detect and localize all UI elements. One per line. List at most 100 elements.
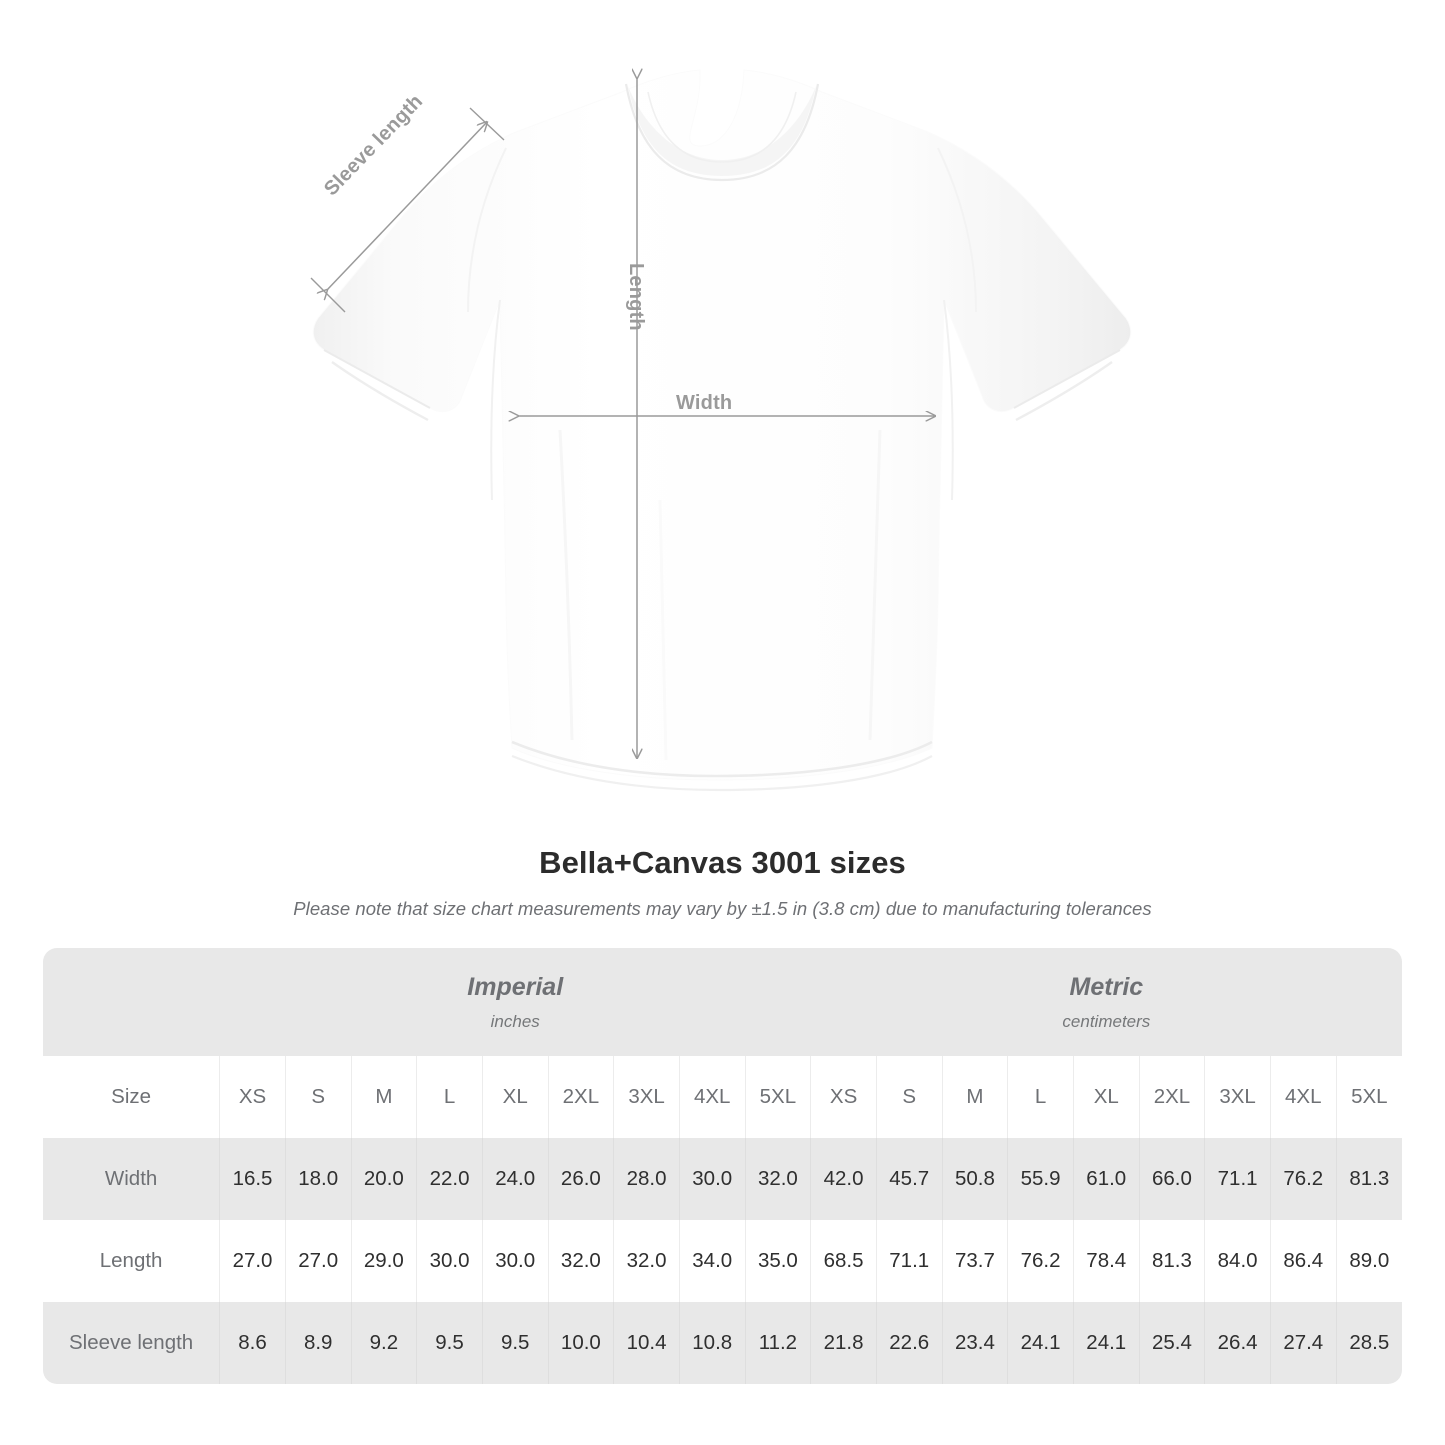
cell-length-3xl-metric: 84.0	[1204, 1220, 1271, 1302]
size-header-5xl-metric: 5XL	[1335, 1056, 1402, 1138]
cell-length-l-imperial: 30.0	[416, 1220, 483, 1302]
table-row: Sleeve length 8.6 8.9 9.2 9.5 9.5 10.0 10.4 10.8…	[43, 1302, 1402, 1384]
size-header-3xl-imperial: 3XL	[613, 1056, 680, 1138]
cell-width-3xl-metric: 71.1	[1204, 1138, 1271, 1220]
cell-width-m-metric: 50.8	[941, 1138, 1008, 1220]
size-header-s-imperial: S	[284, 1056, 352, 1138]
heading-block: Bella+Canvas 3001 sizes Please note that…	[0, 845, 1445, 920]
cell-sleeve-length-3xl-metric: 26.4	[1204, 1302, 1271, 1384]
cell-length-2xl-imperial: 32.0	[547, 1220, 614, 1302]
unit-group-subtitle: inches	[490, 1012, 540, 1032]
tshirt-shape	[312, 69, 1132, 792]
cell-sleeve-length-2xl-imperial: 10.0	[547, 1302, 614, 1384]
tolerance-note: Please note that size chart measurements…	[293, 898, 1152, 919]
sleeve-tick-end	[469, 107, 505, 141]
unit-group-row: Imperial inches Metric centimeters	[43, 948, 1402, 1056]
size-header-l-imperial: L	[416, 1056, 483, 1138]
cell-length-xl-imperial: 30.0	[481, 1220, 549, 1302]
cell-sleeve-length-xl-imperial: 9.5	[481, 1302, 549, 1384]
unit-group-metric: Metric centimeters	[810, 948, 1402, 1056]
size-header-5xl-imperial: 5XL	[744, 1056, 811, 1138]
cell-length-5xl-imperial: 35.0	[744, 1220, 811, 1302]
cell-width-4xl-metric: 76.2	[1269, 1138, 1337, 1220]
cell-sleeve-length-xs-metric: 21.8	[810, 1302, 877, 1384]
width-label: Width	[676, 392, 733, 414]
size-header-xl-metric: XL	[1072, 1056, 1140, 1138]
cell-sleeve-length-xl-metric: 24.1	[1072, 1302, 1140, 1384]
cell-sleeve-length-l-imperial: 9.5	[416, 1302, 483, 1384]
tshirt-diagram-svg	[310, 0, 1132, 792]
size-header-l-metric: L	[1007, 1056, 1074, 1138]
cell-width-3xl-imperial: 28.0	[613, 1138, 680, 1220]
dimension-arrows	[310, 78, 935, 758]
cell-width-s-imperial: 18.0	[284, 1138, 352, 1220]
cell-width-m-imperial: 20.0	[350, 1138, 417, 1220]
cell-width-2xl-metric: 66.0	[1138, 1138, 1205, 1220]
cell-width-s-metric: 45.7	[875, 1138, 943, 1220]
cell-length-5xl-metric: 89.0	[1335, 1220, 1402, 1302]
cell-sleeve-length-4xl-metric: 27.4	[1269, 1302, 1337, 1384]
sleeve-tick-start	[310, 277, 346, 313]
cell-width-xs-imperial: 16.5	[219, 1138, 286, 1220]
cell-sleeve-length-l-metric: 24.1	[1007, 1302, 1074, 1384]
size-header-4xl-metric: 4XL	[1269, 1056, 1337, 1138]
cell-width-4xl-imperial: 30.0	[678, 1138, 746, 1220]
cell-sleeve-length-xs-imperial: 8.6	[219, 1302, 286, 1384]
cell-length-l-metric: 76.2	[1007, 1220, 1074, 1302]
size-header-s-metric: S	[875, 1056, 943, 1138]
cell-length-s-imperial: 27.0	[284, 1220, 352, 1302]
size-header-xs-metric: XS	[810, 1056, 877, 1138]
unit-band-spacer	[43, 948, 220, 1056]
cell-sleeve-length-2xl-metric: 25.4	[1138, 1302, 1205, 1384]
unit-group-imperial: Imperial inches	[219, 948, 811, 1056]
cell-width-xl-metric: 61.0	[1072, 1138, 1140, 1220]
cell-width-l-metric: 55.9	[1007, 1138, 1074, 1220]
row-label-width: Width	[43, 1138, 220, 1220]
cell-length-xl-metric: 78.4	[1072, 1220, 1140, 1302]
unit-group-name: Metric	[1069, 973, 1144, 1002]
page-title: Bella+Canvas 3001 sizes	[539, 845, 906, 880]
cell-sleeve-length-4xl-imperial: 10.8	[678, 1302, 746, 1384]
cell-length-s-metric: 71.1	[875, 1220, 943, 1302]
size-header-4xl-imperial: 4XL	[678, 1056, 746, 1138]
size-chart-table: Imperial inches Metric centimeters Size XS S M L…	[43, 948, 1402, 1384]
size-header-m-imperial: M	[350, 1056, 417, 1138]
cell-length-4xl-metric: 86.4	[1269, 1220, 1337, 1302]
size-header-3xl-metric: 3XL	[1204, 1056, 1271, 1138]
cell-sleeve-length-5xl-imperial: 11.2	[744, 1302, 811, 1384]
cell-sleeve-length-3xl-imperial: 10.4	[613, 1302, 680, 1384]
size-header-2xl-imperial: 2XL	[547, 1056, 614, 1138]
row-label-length: Length	[43, 1220, 220, 1302]
size-chart-table-wrapper: Imperial inches Metric centimeters Size XS S M L…	[43, 948, 1402, 1384]
table-row: Width 16.5 18.0 20.0 22.0 24.0 26.0 28.0 30.0 32.…	[43, 1138, 1402, 1220]
cell-sleeve-length-s-imperial: 8.9	[284, 1302, 352, 1384]
cell-length-2xl-metric: 81.3	[1138, 1220, 1205, 1302]
cell-width-xl-imperial: 24.0	[481, 1138, 549, 1220]
cell-length-m-imperial: 29.0	[350, 1220, 417, 1302]
cell-width-2xl-imperial: 26.0	[547, 1138, 614, 1220]
cell-sleeve-length-5xl-metric: 28.5	[1335, 1302, 1402, 1384]
cell-length-3xl-imperial: 32.0	[613, 1220, 680, 1302]
row-label-sleeve-length: Sleeve length	[43, 1302, 220, 1384]
cell-sleeve-length-s-metric: 22.6	[875, 1302, 943, 1384]
length-label: Length	[625, 263, 647, 331]
cell-width-5xl-metric: 81.3	[1335, 1138, 1402, 1220]
sleeve-length-arrow	[327, 122, 487, 290]
cell-length-m-metric: 73.7	[941, 1220, 1008, 1302]
cell-sleeve-length-m-metric: 23.4	[941, 1302, 1008, 1384]
unit-group-subtitle: centimeters	[1062, 1012, 1151, 1032]
cell-length-xs-metric: 68.5	[810, 1220, 877, 1302]
size-header-xl-imperial: XL	[481, 1056, 549, 1138]
cell-width-l-imperial: 22.0	[416, 1138, 483, 1220]
cell-sleeve-length-m-imperial: 9.2	[350, 1302, 417, 1384]
size-header-2xl-metric: 2XL	[1138, 1056, 1205, 1138]
cell-width-xs-metric: 42.0	[810, 1138, 877, 1220]
cell-width-5xl-imperial: 32.0	[744, 1138, 811, 1220]
cell-length-4xl-imperial: 34.0	[678, 1220, 746, 1302]
cell-length-xs-imperial: 27.0	[219, 1220, 286, 1302]
size-header-m-metric: M	[941, 1056, 1008, 1138]
tshirt-illustration: Sleeve length Length Width	[310, 0, 1132, 792]
table-row: Length 27.0 27.0 29.0 30.0 30.0 32.0 32.0 34.0 35…	[43, 1220, 1402, 1302]
size-header-xs-imperial: XS	[219, 1056, 286, 1138]
size-header-row: Size XS S M L XL 2XL 3XL 4XL 5XL XS S M L XL 2XL 3XL 4XL 5…	[43, 1056, 1402, 1138]
